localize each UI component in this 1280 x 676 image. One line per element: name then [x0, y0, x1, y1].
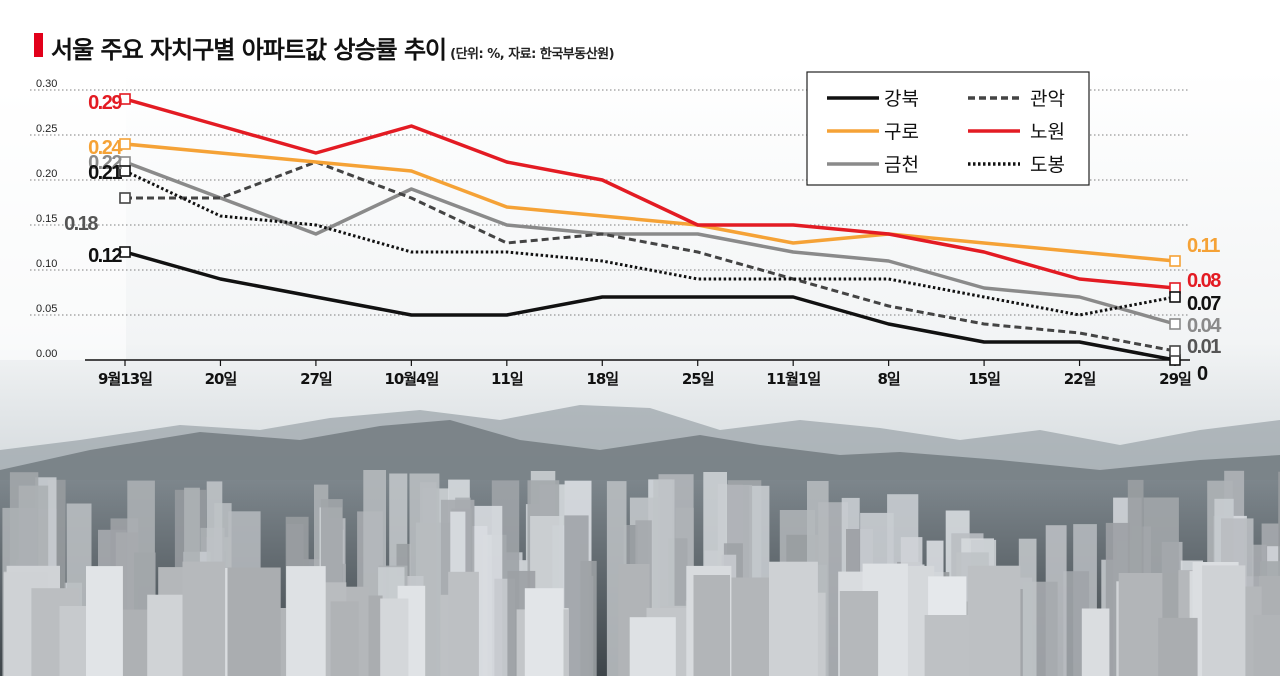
data-point-marker — [1169, 291, 1181, 303]
series-line — [124, 169, 1176, 317]
y-tick-label: 0.10 — [36, 258, 57, 270]
y-tick-label: 0.00 — [36, 348, 57, 360]
data-point-marker — [1169, 318, 1181, 330]
data-label-start: 0.21 — [88, 162, 122, 184]
y-tick-label: 0.25 — [36, 123, 57, 135]
data-label-end: 0.07 — [1187, 293, 1221, 315]
legend-label: 금천 — [884, 154, 919, 176]
x-axis-ticks: 9월13일 20일 27일 10월4일 11일 18일 25일 11월1일 8일 15일 22일 29… — [98, 360, 1192, 388]
apartment-building — [1081, 608, 1110, 676]
legend-label: 강북 — [884, 88, 919, 110]
x-tick-label: 11일 — [491, 370, 523, 388]
legend-label: 관악 — [1030, 88, 1065, 110]
y-tick-label: 0.05 — [36, 303, 57, 315]
apartment-building — [330, 601, 359, 676]
data-point-marker — [119, 165, 131, 177]
apartment-building — [86, 566, 123, 676]
data-label-start: 0.22 — [88, 152, 122, 174]
series-line — [124, 142, 1176, 263]
x-tick-label: 27일 — [300, 370, 332, 388]
legend-label: 도봉 — [1030, 154, 1065, 176]
apartment-building — [147, 594, 184, 676]
x-tick-label: 20일 — [205, 370, 237, 388]
chart-title: 서울 주요 자치구별 아파트값 상승률 추이 — [51, 36, 447, 64]
series-line — [124, 97, 1176, 290]
x-tick-label: 25일 — [682, 370, 714, 388]
apartment-building — [839, 591, 879, 676]
data-label-end: 0 — [1197, 363, 1208, 385]
series-line — [124, 250, 1176, 362]
data-point-marker — [119, 138, 131, 150]
x-tick-label: 18일 — [586, 370, 618, 388]
x-tick-label: 10월4일 — [384, 370, 438, 388]
x-tick-label: 15일 — [968, 370, 1000, 388]
apartment-building — [182, 561, 226, 676]
x-tick-label: 22일 — [1064, 370, 1096, 388]
series-line — [125, 160, 1176, 353]
data-point-marker — [1169, 345, 1181, 357]
data-point-marker — [1169, 255, 1181, 267]
y-tick-label: 0.20 — [36, 168, 57, 180]
apartment-building — [693, 575, 730, 676]
data-label-start: 0.29 — [88, 92, 122, 114]
apartment-building — [227, 567, 281, 676]
gridlines — [30, 89, 1190, 316]
apartment-building — [769, 561, 818, 676]
apartment-building — [380, 598, 409, 676]
apartment-buildings — [2, 470, 1280, 676]
data-label-start: 0.24 — [88, 137, 123, 159]
apartment-building — [1202, 565, 1246, 676]
apartment-building — [967, 565, 1021, 676]
x-tick-label: 11월1일 — [766, 370, 820, 388]
apartment-building — [629, 617, 676, 676]
legend-label: 노원 — [1030, 121, 1065, 143]
data-label-end: 0.11 — [1187, 235, 1220, 257]
apartment-building — [924, 615, 969, 676]
apartment-building — [1158, 617, 1198, 676]
chart-title-bar: 서울 주요 자치구별 아파트값 상승률 추이 (단위: %, 자료: 한국부동산… — [34, 30, 615, 64]
legend-label: 구로 — [884, 121, 919, 143]
data-label-end: 0.04 — [1187, 315, 1222, 337]
y-tick-label: 0.30 — [36, 78, 57, 90]
data-point-marker — [119, 93, 131, 105]
series-markers — [119, 93, 1181, 366]
x-tick-label: 8일 — [878, 370, 900, 388]
background-photo — [0, 70, 1280, 676]
series-lines — [124, 97, 1176, 362]
data-point-marker — [119, 246, 131, 258]
apartment-building — [1253, 614, 1280, 676]
apartment-building — [1118, 573, 1163, 676]
y-axis-ticks: 0.30 0.25 0.20 0.15 0.10 0.05 0.00 — [36, 78, 57, 360]
data-labels: 0.12 0 0.24 0.11 0.22 0.04 0.18 0.01 0.29 0.08 0.2… — [64, 92, 1224, 385]
y-tick-label: 0.15 — [36, 213, 57, 225]
legend-box — [806, 71, 1090, 186]
data-label-start: 0.18 — [64, 213, 98, 235]
x-tick-label: 9월13일 — [98, 370, 152, 388]
apartment-building — [1018, 538, 1037, 676]
x-tick-label: 29일 — [1159, 370, 1191, 388]
apartment-building — [524, 588, 564, 676]
data-label-end: 0.08 — [1187, 270, 1221, 292]
data-point-marker — [119, 192, 131, 204]
axis-shade — [0, 70, 126, 360]
data-label-end: 0.01 — [1187, 336, 1221, 358]
data-label-start: 0.12 — [88, 245, 122, 267]
series-line — [124, 160, 1176, 326]
apartment-building — [448, 571, 479, 676]
title-accent-bar — [34, 33, 43, 57]
apartment-building — [286, 566, 326, 676]
chart-subtitle: (단위: %, 자료: 한국부동산원) — [450, 47, 615, 62]
